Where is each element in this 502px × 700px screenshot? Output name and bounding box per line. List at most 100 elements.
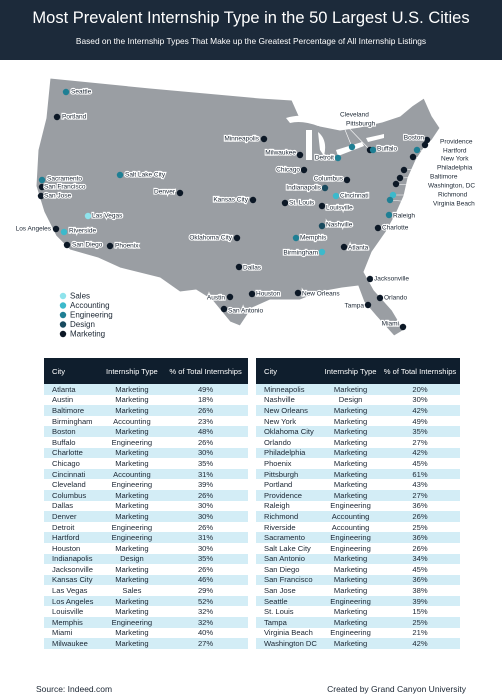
great-lakes	[286, 115, 384, 160]
percent-cell: 30%	[163, 511, 248, 522]
city-label: New Orleans	[302, 291, 340, 298]
city-label: Raleigh	[393, 213, 415, 220]
city-label: Hartford	[443, 148, 467, 155]
city-label: Providence	[440, 139, 473, 146]
table-row: Milwaukee Marketing 27%	[44, 638, 248, 649]
credit: Created by Grand Canyon University	[327, 684, 466, 694]
type-cell: Engineering	[100, 617, 164, 628]
city-label: Milwaukee	[265, 150, 296, 157]
city-label: San Antonio	[228, 308, 263, 315]
percent-cell: 30%	[412, 395, 428, 405]
percent-cell: 42%	[380, 447, 460, 459]
city-label: Louisville	[326, 205, 353, 212]
city-cell: Boston	[44, 426, 101, 437]
city-label: Los Angeles	[16, 226, 52, 233]
type-cell: Engineering	[330, 628, 371, 638]
city-dot	[318, 222, 326, 230]
city-label: Charlotte	[382, 225, 409, 232]
table-row: Boston Marketing 48%	[44, 426, 248, 437]
table-row: Raleigh Engineering 36%	[256, 501, 460, 512]
city-cell: Charlotte	[44, 447, 101, 459]
city-cell: Cleveland	[52, 480, 86, 490]
type-cell: Design	[338, 395, 363, 405]
city-label: Pittsburgh	[346, 121, 376, 128]
city-label: Dallas	[243, 265, 262, 272]
table-row: Louisville Marketing 32%	[44, 606, 248, 617]
type-cell: Marketing	[115, 628, 149, 638]
percent-cell: 32%	[197, 607, 214, 617]
legend-label: Design	[70, 320, 95, 329]
city-label: Phoenix	[115, 243, 139, 250]
legend-label: Sales	[70, 292, 90, 301]
city-cell: Nashville	[264, 395, 295, 405]
city-dot	[423, 136, 431, 144]
legend-swatch	[59, 292, 67, 300]
percent-cell: 25%	[380, 617, 460, 628]
type-cell: Marketing	[321, 553, 381, 565]
percent-cell: 26%	[197, 522, 214, 532]
city-cell: Pittsburgh	[256, 468, 322, 480]
city-label: Orlando	[384, 295, 408, 302]
city-cell: Houston	[52, 543, 81, 553]
type-cell: Accounting	[331, 522, 370, 532]
city-cell: Indianapolis	[44, 553, 101, 565]
city-label: Oklahoma City	[189, 235, 232, 242]
city-label: Washington, DC	[428, 183, 475, 190]
type-cell: Marketing	[321, 468, 381, 480]
city-dot	[226, 293, 234, 301]
city-cell: Phoenix	[264, 458, 292, 468]
city-label: New York	[441, 156, 469, 163]
percent-cell: 40%	[197, 628, 214, 638]
percent-cell: 21%	[412, 628, 428, 638]
city-cell: Raleigh	[264, 501, 290, 511]
city-label: Birmingham	[283, 250, 318, 257]
city-cell: Las Vegas	[52, 586, 88, 596]
table-row: San Antonio Marketing 34%	[256, 553, 460, 565]
type-cell: Marketing	[333, 480, 368, 490]
percent-cell: 18%	[197, 395, 214, 405]
table-row: Houston Marketing 30%	[44, 543, 248, 554]
percent-cell: 35%	[197, 458, 214, 468]
city-dot	[396, 174, 404, 182]
city-cell: Hartford	[44, 532, 101, 543]
city-cell: Providence	[256, 489, 322, 501]
table-row: Seattle Engineering 39%	[256, 595, 460, 607]
legend-swatch	[59, 311, 67, 319]
type-cell: Marketing	[321, 405, 381, 416]
city-cell: Richmond	[256, 511, 322, 522]
leader-line	[412, 156, 441, 160]
city-label: Kansas City	[213, 197, 248, 204]
city-cell: Minneapolis	[256, 384, 322, 395]
city-label: Miami	[382, 321, 399, 328]
city-cell: Austin	[52, 395, 74, 405]
type-cell: Marketing	[321, 617, 381, 628]
city-label: Seattle	[71, 89, 92, 96]
table-row: Oklahoma City Marketing 35%	[256, 426, 460, 437]
type-cell: Accounting	[321, 511, 381, 522]
table-row: Baltimore Marketing 26%	[44, 405, 248, 416]
city-cell: New York	[264, 416, 297, 426]
city-dot	[348, 143, 356, 151]
column-header: % of Total Internships	[380, 358, 460, 384]
percent-cell: 35%	[163, 553, 248, 565]
city-cell: San Jose	[264, 586, 296, 596]
table-row: Charlotte Marketing 30%	[44, 447, 248, 459]
leader-line	[395, 183, 428, 187]
city-dot	[321, 184, 329, 192]
table-row: Detroit Engineering 26%	[44, 522, 248, 533]
city-cell: Miami	[52, 628, 73, 638]
percent-cell: 61%	[380, 468, 460, 480]
city-dot	[38, 183, 46, 191]
leader-line	[344, 123, 371, 151]
city-cell: San Francisco	[256, 574, 322, 586]
percent-cell: 26%	[412, 543, 428, 553]
city-label: Jacksonville	[374, 276, 409, 283]
type-cell: Sales	[122, 586, 142, 596]
type-cell: Marketing	[321, 426, 381, 437]
table-row: Portland Marketing 43%	[256, 479, 460, 490]
city-label: Baltimore	[430, 174, 458, 181]
city-dot	[364, 301, 372, 309]
type-cell: Engineering	[330, 543, 371, 553]
type-cell: Marketing	[100, 405, 164, 416]
table-right: City Internship Type% of Total Internship…	[256, 358, 460, 649]
